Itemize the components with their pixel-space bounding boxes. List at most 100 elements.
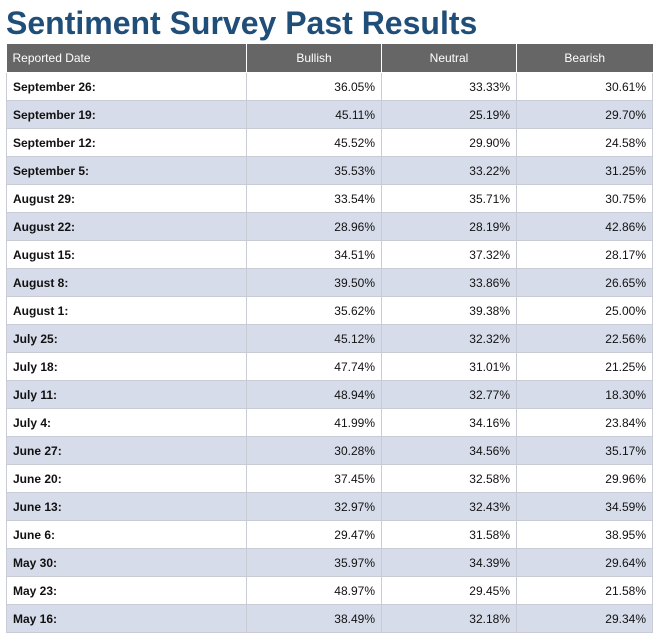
cell-bearish: 28.17% xyxy=(516,240,653,269)
table-row: May 30: 35.97% 34.39% 29.64% xyxy=(6,548,653,577)
cell-bullish: 34.51% xyxy=(246,240,382,269)
table-row: September 26: 36.05% 33.33% 30.61% xyxy=(6,72,653,101)
table-row: June 13: 32.97% 32.43% 34.59% xyxy=(6,492,653,521)
cell-bullish: 38.49% xyxy=(246,604,382,633)
table-row: July 4: 41.99% 34.16% 23.84% xyxy=(6,408,653,437)
cell-bearish: 21.58% xyxy=(516,576,653,605)
table-row: August 22: 28.96% 28.19% 42.86% xyxy=(6,212,653,241)
table-row: June 6: 29.47% 31.58% 38.95% xyxy=(6,520,653,549)
header-bullish: Bullish xyxy=(246,44,382,73)
table-row: September 19: 45.11% 25.19% 29.70% xyxy=(6,100,653,129)
cell-neutral: 32.58% xyxy=(381,464,517,493)
cell-neutral: 34.16% xyxy=(381,408,517,437)
cell-reported-date: August 15: xyxy=(6,240,247,269)
header-reported-date: Reported Date xyxy=(6,44,247,73)
cell-bearish: 22.56% xyxy=(516,324,653,353)
cell-bullish: 45.12% xyxy=(246,324,382,353)
cell-bearish: 31.25% xyxy=(516,156,653,185)
header-neutral: Neutral xyxy=(381,44,517,73)
cell-bullish: 28.96% xyxy=(246,212,382,241)
table-row: August 29: 33.54% 35.71% 30.75% xyxy=(6,184,653,213)
cell-neutral: 32.32% xyxy=(381,324,517,353)
cell-reported-date: May 16: xyxy=(6,604,247,633)
table-header-row: Reported Date Bullish Neutral Bearish xyxy=(6,44,653,73)
page-title: Sentiment Survey Past Results xyxy=(6,5,478,41)
table-row: July 11: 48.94% 32.77% 18.30% xyxy=(6,380,653,409)
cell-bearish: 18.30% xyxy=(516,380,653,409)
cell-reported-date: September 12: xyxy=(6,128,247,157)
cell-bullish: 48.94% xyxy=(246,380,382,409)
cell-bullish: 39.50% xyxy=(246,268,382,297)
cell-bearish: 29.70% xyxy=(516,100,653,129)
cell-reported-date: July 25: xyxy=(6,324,247,353)
table-row: September 5: 35.53% 33.22% 31.25% xyxy=(6,156,653,185)
cell-neutral: 25.19% xyxy=(381,100,517,129)
cell-bearish: 29.64% xyxy=(516,548,653,577)
cell-bearish: 30.75% xyxy=(516,184,653,213)
cell-reported-date: September 19: xyxy=(6,100,247,129)
cell-bullish: 35.97% xyxy=(246,548,382,577)
cell-reported-date: August 22: xyxy=(6,212,247,241)
cell-neutral: 33.86% xyxy=(381,268,517,297)
table-row: July 25: 45.12% 32.32% 22.56% xyxy=(6,324,653,353)
cell-neutral: 29.90% xyxy=(381,128,517,157)
cell-neutral: 31.01% xyxy=(381,352,517,381)
cell-bullish: 45.52% xyxy=(246,128,382,157)
cell-bullish: 36.05% xyxy=(246,72,382,101)
cell-neutral: 33.33% xyxy=(381,72,517,101)
cell-bearish: 24.58% xyxy=(516,128,653,157)
cell-bearish: 42.86% xyxy=(516,212,653,241)
cell-bullish: 41.99% xyxy=(246,408,382,437)
cell-reported-date: May 30: xyxy=(6,548,247,577)
cell-reported-date: June 6: xyxy=(6,520,247,549)
table-row: June 27: 30.28% 34.56% 35.17% xyxy=(6,436,653,465)
cell-reported-date: June 20: xyxy=(6,464,247,493)
table-row: September 12: 45.52% 29.90% 24.58% xyxy=(6,128,653,157)
cell-bullish: 29.47% xyxy=(246,520,382,549)
cell-bullish: 32.97% xyxy=(246,492,382,521)
cell-bearish: 23.84% xyxy=(516,408,653,437)
cell-reported-date: September 5: xyxy=(6,156,247,185)
cell-bearish: 38.95% xyxy=(516,520,653,549)
cell-bearish: 35.17% xyxy=(516,436,653,465)
cell-reported-date: August 8: xyxy=(6,268,247,297)
cell-reported-date: July 11: xyxy=(6,380,247,409)
sentiment-table-container: Reported Date Bullish Neutral Bearish Se… xyxy=(6,44,653,633)
cell-bullish: 33.54% xyxy=(246,184,382,213)
cell-bearish: 34.59% xyxy=(516,492,653,521)
cell-neutral: 32.43% xyxy=(381,492,517,521)
cell-bearish: 21.25% xyxy=(516,352,653,381)
cell-bearish: 29.96% xyxy=(516,464,653,493)
cell-bullish: 37.45% xyxy=(246,464,382,493)
cell-reported-date: September 26: xyxy=(6,72,247,101)
cell-neutral: 29.45% xyxy=(381,576,517,605)
table-row: July 18: 47.74% 31.01% 21.25% xyxy=(6,352,653,381)
cell-neutral: 37.32% xyxy=(381,240,517,269)
cell-neutral: 31.58% xyxy=(381,520,517,549)
cell-bearish: 30.61% xyxy=(516,72,653,101)
cell-bullish: 35.62% xyxy=(246,296,382,325)
cell-neutral: 34.56% xyxy=(381,436,517,465)
header-bearish: Bearish xyxy=(516,44,653,73)
table-row: May 23: 48.97% 29.45% 21.58% xyxy=(6,576,653,605)
cell-reported-date: May 23: xyxy=(6,576,247,605)
cell-bullish: 45.11% xyxy=(246,100,382,129)
table-row: June 20: 37.45% 32.58% 29.96% xyxy=(6,464,653,493)
cell-neutral: 39.38% xyxy=(381,296,517,325)
cell-bearish: 25.00% xyxy=(516,296,653,325)
sentiment-results-table: Reported Date Bullish Neutral Bearish Se… xyxy=(6,44,653,633)
cell-bullish: 35.53% xyxy=(246,156,382,185)
cell-bullish: 30.28% xyxy=(246,436,382,465)
cell-neutral: 32.18% xyxy=(381,604,517,633)
cell-bullish: 47.74% xyxy=(246,352,382,381)
table-row: August 15: 34.51% 37.32% 28.17% xyxy=(6,240,653,269)
table-row: August 8: 39.50% 33.86% 26.65% xyxy=(6,268,653,297)
cell-neutral: 32.77% xyxy=(381,380,517,409)
cell-neutral: 28.19% xyxy=(381,212,517,241)
table-row: May 16: 38.49% 32.18% 29.34% xyxy=(6,604,653,633)
cell-neutral: 33.22% xyxy=(381,156,517,185)
cell-reported-date: August 1: xyxy=(6,296,247,325)
cell-reported-date: June 13: xyxy=(6,492,247,521)
cell-reported-date: June 27: xyxy=(6,436,247,465)
table-row: August 1: 35.62% 39.38% 25.00% xyxy=(6,296,653,325)
